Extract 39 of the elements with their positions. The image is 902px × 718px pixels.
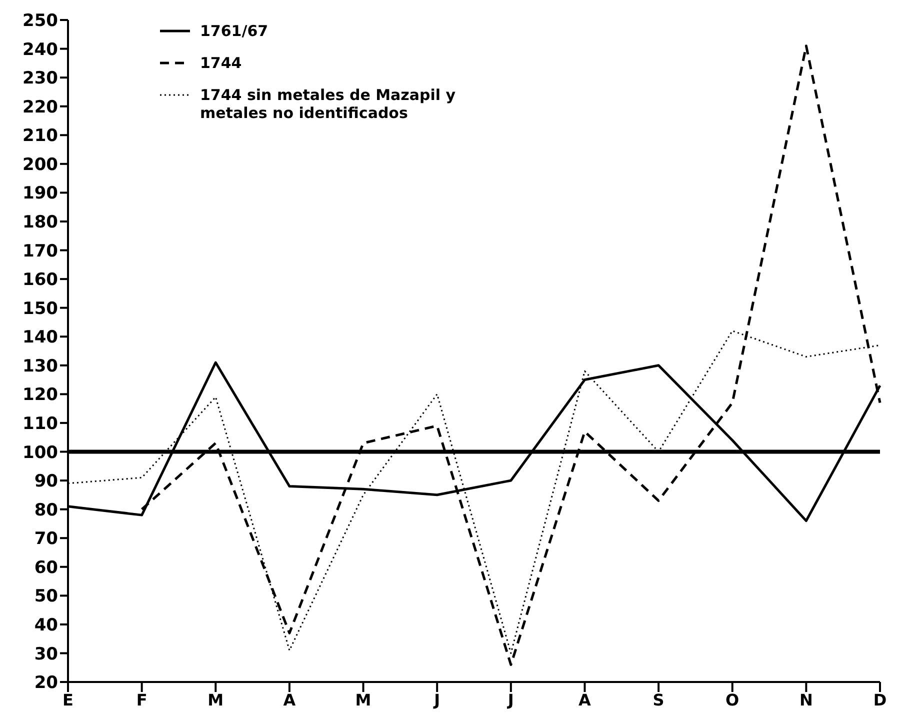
x-tick-label: D (873, 690, 887, 710)
y-tick-label: 250 (22, 11, 58, 32)
x-tick-label: J (433, 690, 440, 710)
y-tick-label: 70 (34, 529, 58, 550)
y-tick-label: 80 (34, 500, 58, 520)
y-tick-label: 120 (22, 385, 58, 406)
y-tick-label: 50 (34, 586, 58, 607)
x-tick-label: M (355, 690, 372, 710)
x-tick-label: O (726, 690, 740, 710)
y-tick-label: 160 (22, 270, 58, 290)
legend-label: 1761/67 (200, 22, 268, 40)
y-tick-label: 30 (34, 644, 58, 664)
x-tick-label: N (799, 690, 813, 710)
x-tick-label: A (283, 690, 296, 710)
y-tick-label: 40 (34, 615, 58, 636)
y-tick-label: 140 (22, 328, 58, 348)
x-tick-label: M (208, 690, 224, 710)
x-tick-label: J (506, 690, 514, 710)
y-tick-label: 150 (22, 298, 58, 319)
y-tick-label: 90 (34, 472, 58, 492)
y-tick-label: 210 (22, 126, 58, 146)
y-tick-label: 110 (22, 414, 58, 434)
y-tick-label: 60 (34, 558, 58, 578)
y-tick-label: 220 (22, 97, 58, 118)
y-tick-label: 240 (22, 40, 58, 60)
y-tick-label: 200 (22, 154, 58, 175)
x-tick-label: E (62, 690, 74, 710)
x-tick-label: S (652, 690, 664, 710)
y-tick-label: 20 (34, 673, 58, 694)
y-tick-label: 190 (22, 184, 58, 204)
legend-label: 1744 (200, 54, 242, 72)
legend-label: 1744 sin metales de Mazapil y metales no identificados (200, 86, 457, 122)
y-tick-label: 130 (22, 356, 58, 376)
y-tick-label: 230 (22, 68, 58, 89)
y-tick-label: 170 (22, 241, 58, 262)
x-tick-label: F (136, 690, 148, 710)
x-tick-label: A (578, 690, 592, 710)
y-tick-label: 100 (22, 442, 58, 463)
y-tick-label: 180 (22, 212, 58, 233)
